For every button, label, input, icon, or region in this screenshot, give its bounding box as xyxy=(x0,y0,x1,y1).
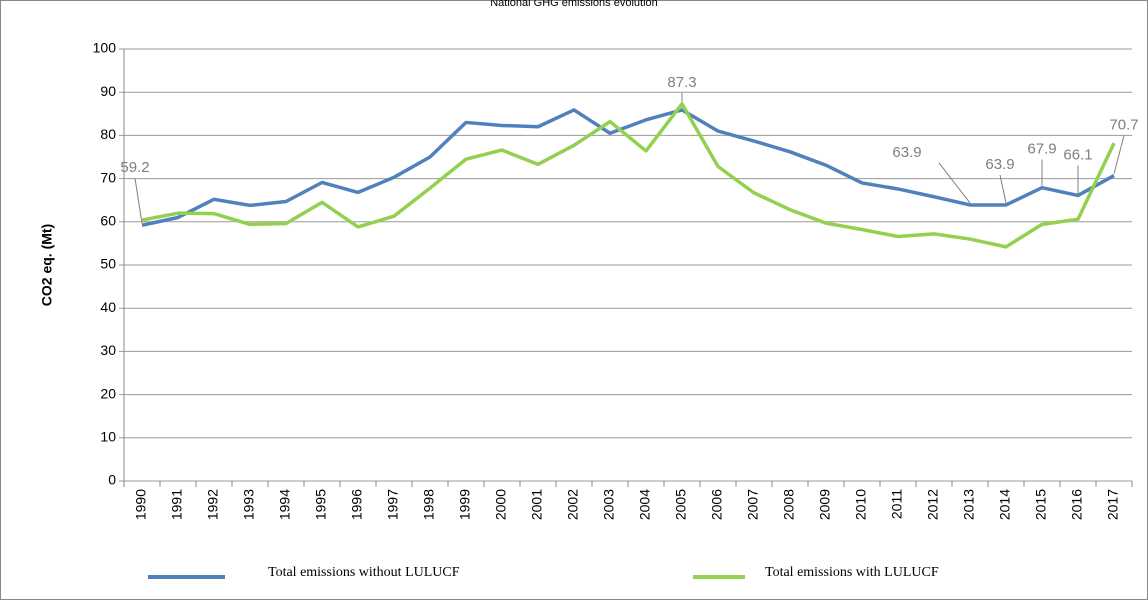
x-tick-label: 2017 xyxy=(1105,489,1121,520)
line-series xyxy=(141,108,1115,227)
x-tick-label: 2005 xyxy=(673,489,689,520)
y-tick-label: 0 xyxy=(108,472,116,488)
data-label: 63.9 xyxy=(985,156,1014,173)
y-tick-label: 40 xyxy=(100,299,116,315)
leader-line xyxy=(938,162,971,204)
leader-line xyxy=(1113,135,1125,174)
x-tick-label: 1990 xyxy=(133,489,149,520)
x-tick-label: 1991 xyxy=(169,489,185,520)
x-tick-label: 2001 xyxy=(529,489,545,520)
x-tick-label: 2007 xyxy=(745,489,761,520)
x-tick-label: 2009 xyxy=(817,489,833,520)
leader-line xyxy=(999,174,1007,204)
data-label: 63.9 xyxy=(892,144,921,161)
x-tick-label: 2000 xyxy=(493,489,509,520)
x-tick-label: 2002 xyxy=(565,489,581,520)
y-tick-label: 100 xyxy=(93,40,117,56)
y-tick-label: 90 xyxy=(100,83,116,99)
x-tick-label: 1997 xyxy=(385,489,401,520)
x-tick-label: 2016 xyxy=(1069,489,1085,520)
leader-line xyxy=(134,178,143,224)
x-tick-label: 1994 xyxy=(277,489,293,520)
y-tick-label: 70 xyxy=(100,169,116,185)
data-label: 87.3 xyxy=(667,74,696,91)
x-tick-label: 2004 xyxy=(637,489,653,520)
x-tick-label: 1998 xyxy=(421,489,437,520)
x-tick-label: 2015 xyxy=(1033,489,1049,520)
y-tick-label: 50 xyxy=(100,256,116,272)
data-label: 59.2 xyxy=(120,159,149,176)
x-tick-label: 1992 xyxy=(205,489,221,520)
y-tick-label: 20 xyxy=(100,385,116,401)
chart-title: National GHG emissions evolution xyxy=(490,0,658,9)
legend-label: Total emissions without LULUCF xyxy=(268,565,460,580)
x-tick-label: 1995 xyxy=(313,489,329,520)
legend-label: Total emissions with LULUCF xyxy=(765,565,939,580)
x-tick-label: 2008 xyxy=(781,489,797,520)
data-label: 70.7 xyxy=(1109,117,1138,134)
data-label: 67.9 xyxy=(1027,141,1056,158)
x-tick-label: 2010 xyxy=(853,489,869,520)
x-tick-label: 1993 xyxy=(241,489,257,520)
y-tick-label: 80 xyxy=(100,126,116,142)
y-tick-label: 10 xyxy=(100,429,116,445)
x-tick-label: 2013 xyxy=(961,489,977,520)
y-tick-label: 60 xyxy=(100,213,116,229)
x-tick-label: 2014 xyxy=(997,489,1013,520)
y-axis-label: CO2 eq. (Mt) xyxy=(39,224,55,306)
data-label: 66.1 xyxy=(1063,146,1092,163)
line-series xyxy=(141,102,1116,249)
x-tick-label: 2003 xyxy=(601,489,617,520)
x-tick-label: 2012 xyxy=(925,489,941,520)
x-tick-label: 1999 xyxy=(457,489,473,520)
y-tick-label: 30 xyxy=(100,342,116,358)
x-tick-label: 2006 xyxy=(709,489,725,520)
x-tick-label: 2011 xyxy=(889,489,905,519)
x-tick-label: 1996 xyxy=(349,489,365,520)
